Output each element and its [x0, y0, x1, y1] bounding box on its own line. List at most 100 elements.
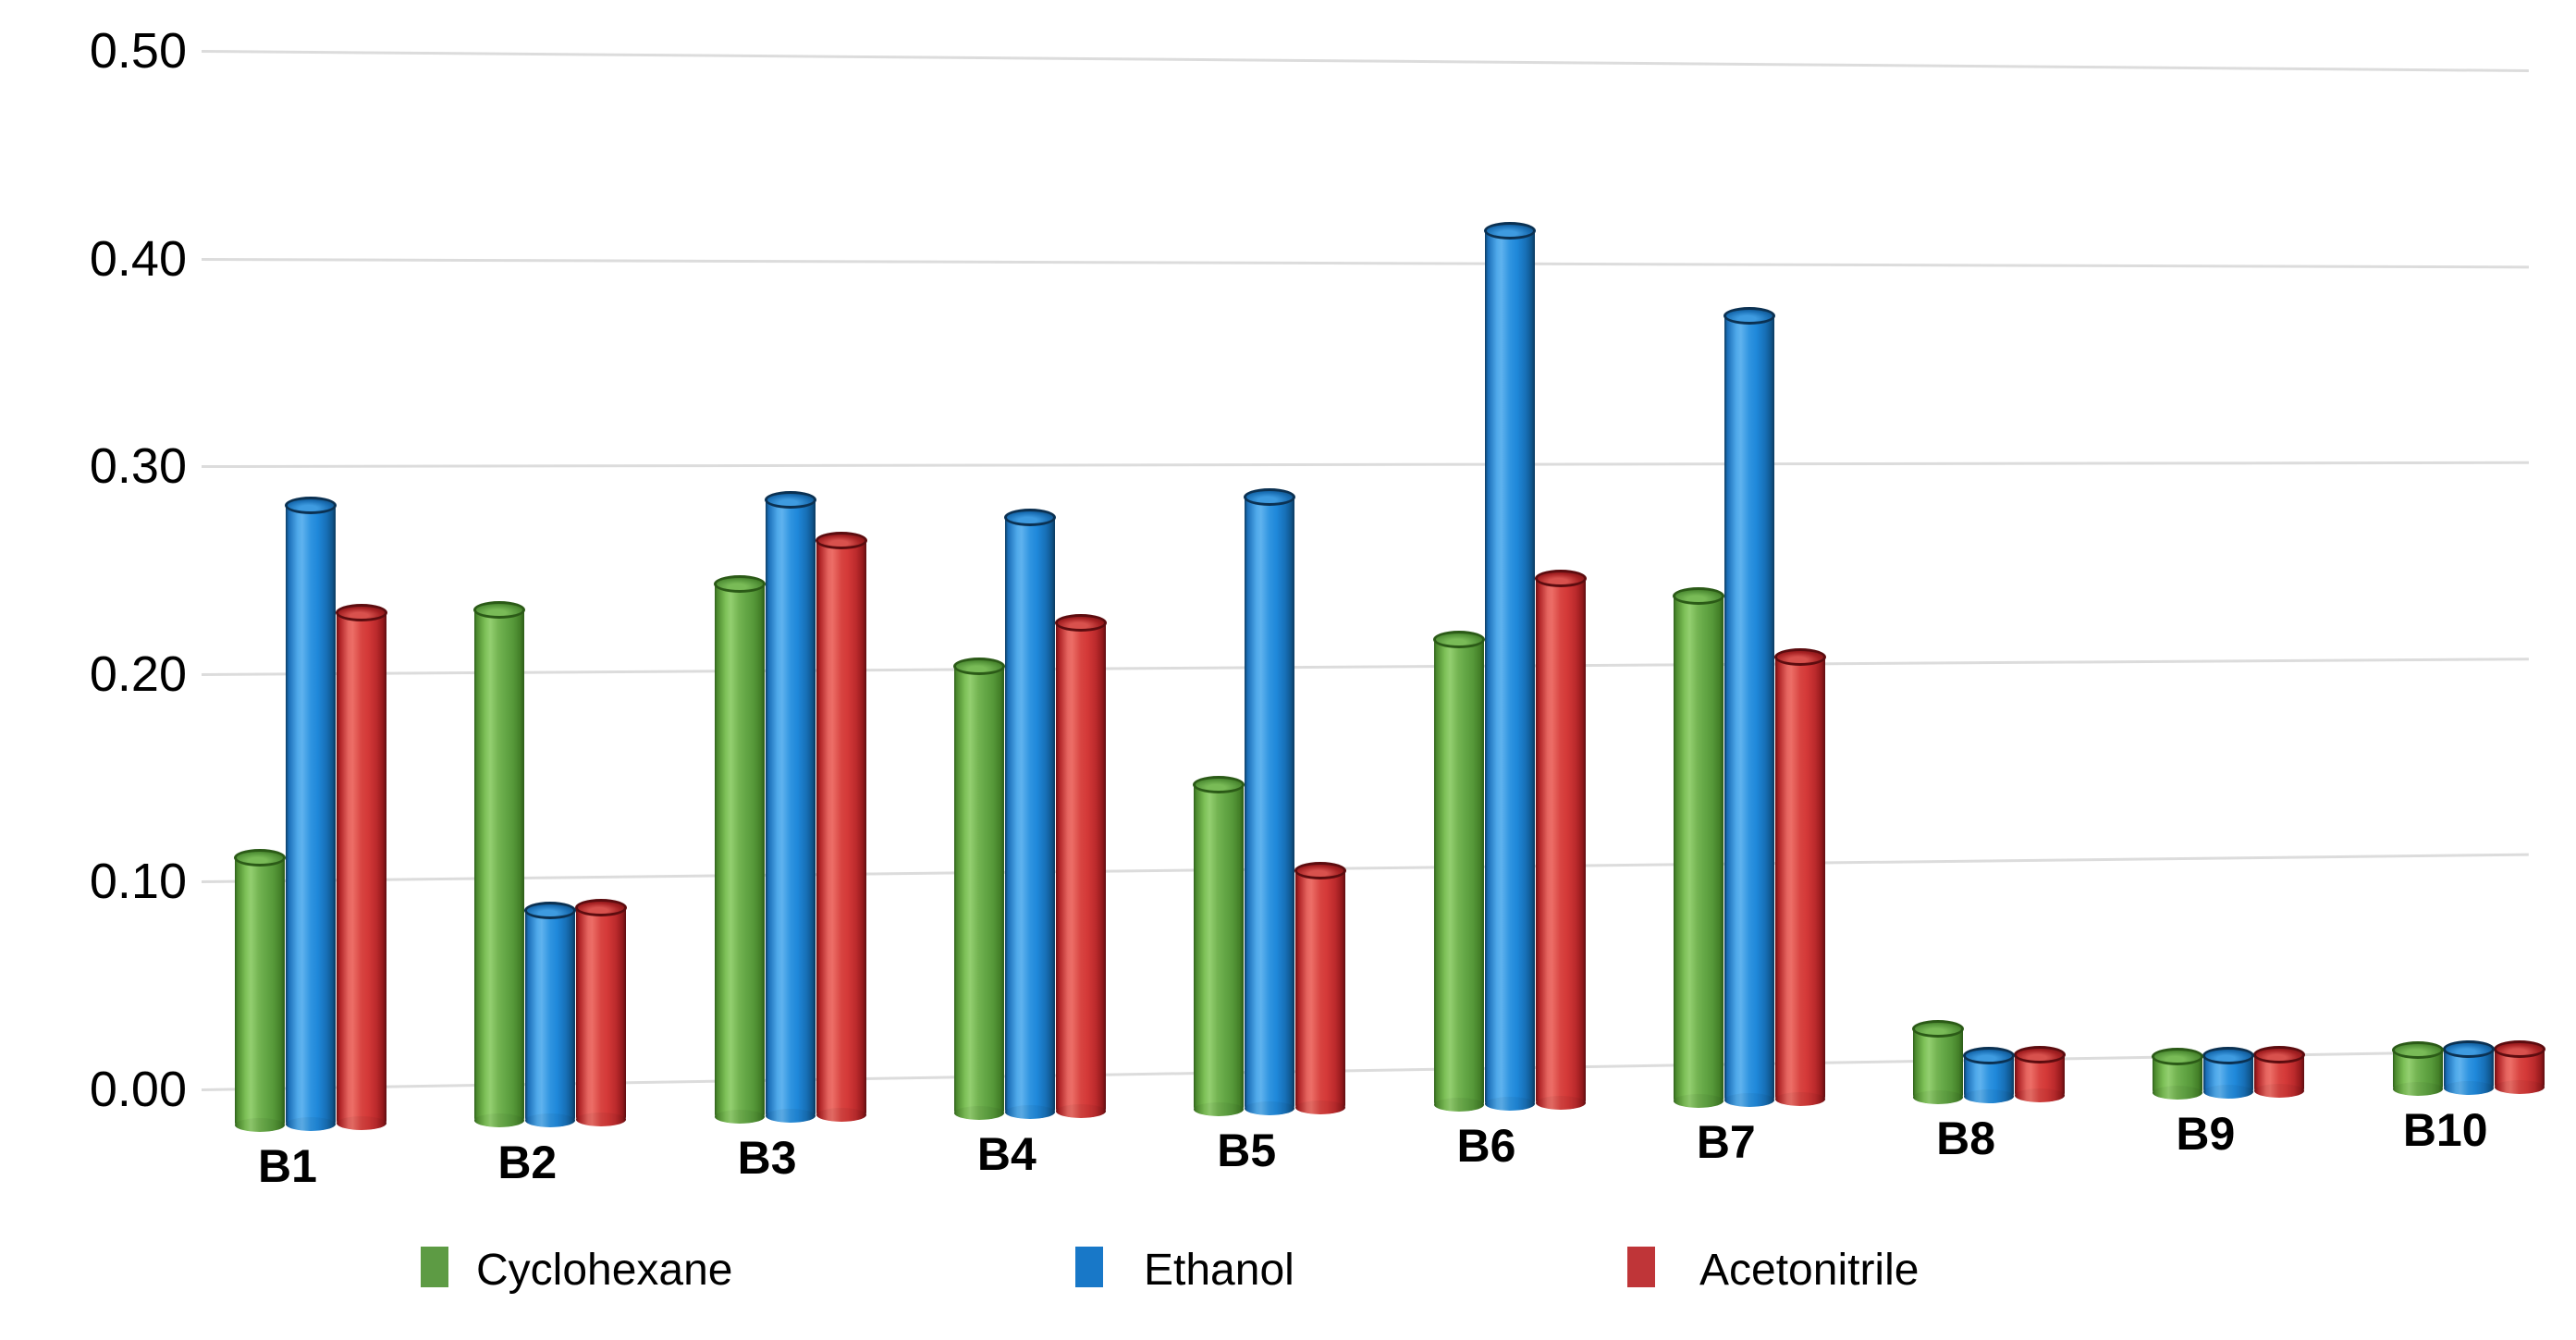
category-label-b1: B1	[258, 1139, 317, 1192]
bar-ethanol-b7	[1723, 306, 1775, 1107]
bar-acetonitrile-b1	[336, 603, 387, 1130]
bar-top-cap	[2253, 1045, 2306, 1063]
legend-label-acetonitrile: Acetonitrile	[1699, 1246, 1920, 1295]
legend-label-cyclohexane: Cyclohexane	[476, 1246, 733, 1295]
legend-swatch-cyclohexane	[421, 1247, 448, 1287]
bar-bottom-cap	[1295, 1100, 1346, 1114]
bar-bottom-cap	[2203, 1085, 2254, 1100]
bar-top-cap	[234, 848, 286, 867]
bar-ethanol-b5	[1244, 487, 1296, 1115]
bar-top-cap	[336, 603, 387, 621]
bar-bottom-cap	[1913, 1089, 1964, 1104]
bar-bottom-cap	[2254, 1084, 2305, 1099]
bar-top-cap	[1963, 1046, 2016, 1064]
bar-cyclohexane-b2	[473, 600, 526, 1128]
bar-ethanol-b1	[285, 496, 337, 1131]
bar-top-cap	[2202, 1046, 2255, 1064]
bar-top-cap	[1483, 221, 1536, 240]
category-label-b4: B4	[976, 1127, 1037, 1180]
y-axis-tick-label: 0.50	[89, 23, 187, 79]
bar-bottom-cap	[1433, 1098, 1484, 1113]
bar-cyclohexane-b1	[234, 848, 286, 1132]
y-axis-tick-label: 0.40	[89, 230, 187, 287]
bar-top-cap	[1193, 775, 1245, 793]
y-axis-tick-label: 0.30	[89, 438, 187, 495]
bar-bottom-cap	[525, 1113, 576, 1127]
bar-cyclohexane-b4	[952, 658, 1005, 1120]
bar-cyclohexane-b7	[1672, 586, 1724, 1108]
bar-bottom-cap	[1004, 1104, 1055, 1119]
bar-acetonitrile-b10	[2493, 1039, 2545, 1095]
bar-bottom-cap	[576, 1112, 627, 1126]
legend-swatch-ethanol	[1075, 1247, 1103, 1287]
bar-bottom-cap	[2015, 1088, 2066, 1102]
bar-top-cap	[1003, 509, 1056, 527]
bar-top-cap	[575, 898, 628, 916]
y-axis-tick-label: 0.20	[89, 645, 187, 702]
category-label-b3: B3	[737, 1132, 797, 1185]
bar-bottom-cap	[474, 1113, 525, 1128]
bar-acetonitrile-b7	[1773, 648, 1826, 1107]
bar-top-cap	[285, 496, 337, 514]
bar-top-cap	[764, 490, 816, 509]
bar-bottom-cap	[816, 1108, 866, 1123]
bar-top-cap	[2493, 1039, 2545, 1058]
bar-cyclohexane-b9	[2152, 1047, 2204, 1100]
bar-bottom-cap	[286, 1116, 336, 1131]
bar-bottom-cap	[1055, 1103, 1106, 1118]
bar-cyclohexane-b5	[1193, 775, 1245, 1116]
bar-bottom-cap	[1194, 1101, 1245, 1116]
y-axis-tick-label: 0.00	[89, 1062, 187, 1117]
bar-top-cap	[2442, 1040, 2495, 1059]
category-label-b5: B5	[1217, 1124, 1277, 1176]
bar-cyclohexane-b3	[713, 574, 766, 1125]
bar-bottom-cap	[953, 1105, 1004, 1120]
bar-top-cap	[1534, 569, 1587, 587]
category-label-b9: B9	[2176, 1108, 2236, 1161]
legend-item-acetonitrile: Acetonitrile	[1627, 1246, 1995, 1295]
bar-acetonitrile-b8	[2014, 1045, 2067, 1102]
bar-bottom-cap	[2392, 1081, 2443, 1096]
bar-top-cap	[815, 531, 867, 549]
bar-top-cap	[713, 574, 766, 593]
bar-top-cap	[524, 901, 577, 919]
bar-top-cap	[1244, 487, 1296, 506]
bar-acetonitrile-b6	[1534, 569, 1587, 1111]
bar-ethanol-b10	[2442, 1040, 2495, 1096]
bar-acetonitrile-b9	[2253, 1045, 2306, 1099]
bar-cyclohexane-b10	[2391, 1041, 2444, 1096]
category-label-b2: B2	[497, 1136, 558, 1188]
bar-top-cap	[1294, 861, 1347, 879]
gridline	[201, 461, 2529, 469]
bar-ethanol-b9	[2202, 1046, 2255, 1100]
gridline	[201, 854, 2529, 884]
bar-top-cap	[1432, 630, 1485, 648]
bar-cyclohexane-b8	[1912, 1019, 1965, 1104]
bar-ethanol-b6	[1483, 221, 1536, 1112]
y-axis-tick-label: 0.10	[89, 854, 187, 910]
legend-swatch-acetonitrile	[1627, 1247, 1655, 1287]
gridline	[201, 50, 2529, 72]
bar-bottom-cap	[2153, 1086, 2203, 1100]
bar-top-cap	[1912, 1019, 1965, 1038]
bar-acetonitrile-b5	[1294, 861, 1347, 1114]
gridline	[201, 257, 2529, 268]
gridline	[201, 658, 2529, 676]
bar-top-cap	[1672, 586, 1724, 605]
bar-bottom-cap	[1245, 1100, 1295, 1115]
bar-bottom-cap	[1535, 1096, 1586, 1111]
legend-label-ethanol: Ethanol	[1144, 1246, 1294, 1295]
bar-acetonitrile-b3	[815, 531, 867, 1123]
bar-acetonitrile-b4	[1054, 614, 1107, 1118]
category-label-b8: B8	[1936, 1112, 1996, 1164]
bar-bottom-cap	[714, 1110, 765, 1125]
bar-bottom-cap	[765, 1109, 816, 1124]
bar-acetonitrile-b2	[575, 898, 628, 1126]
bar-top-cap	[2152, 1047, 2204, 1065]
bar-bottom-cap	[1484, 1097, 1535, 1112]
bar-bottom-cap	[2494, 1080, 2545, 1095]
category-label-b10: B10	[2402, 1104, 2488, 1157]
bar-bottom-cap	[1723, 1092, 1774, 1107]
bar-cyclohexane-b6	[1432, 630, 1485, 1113]
